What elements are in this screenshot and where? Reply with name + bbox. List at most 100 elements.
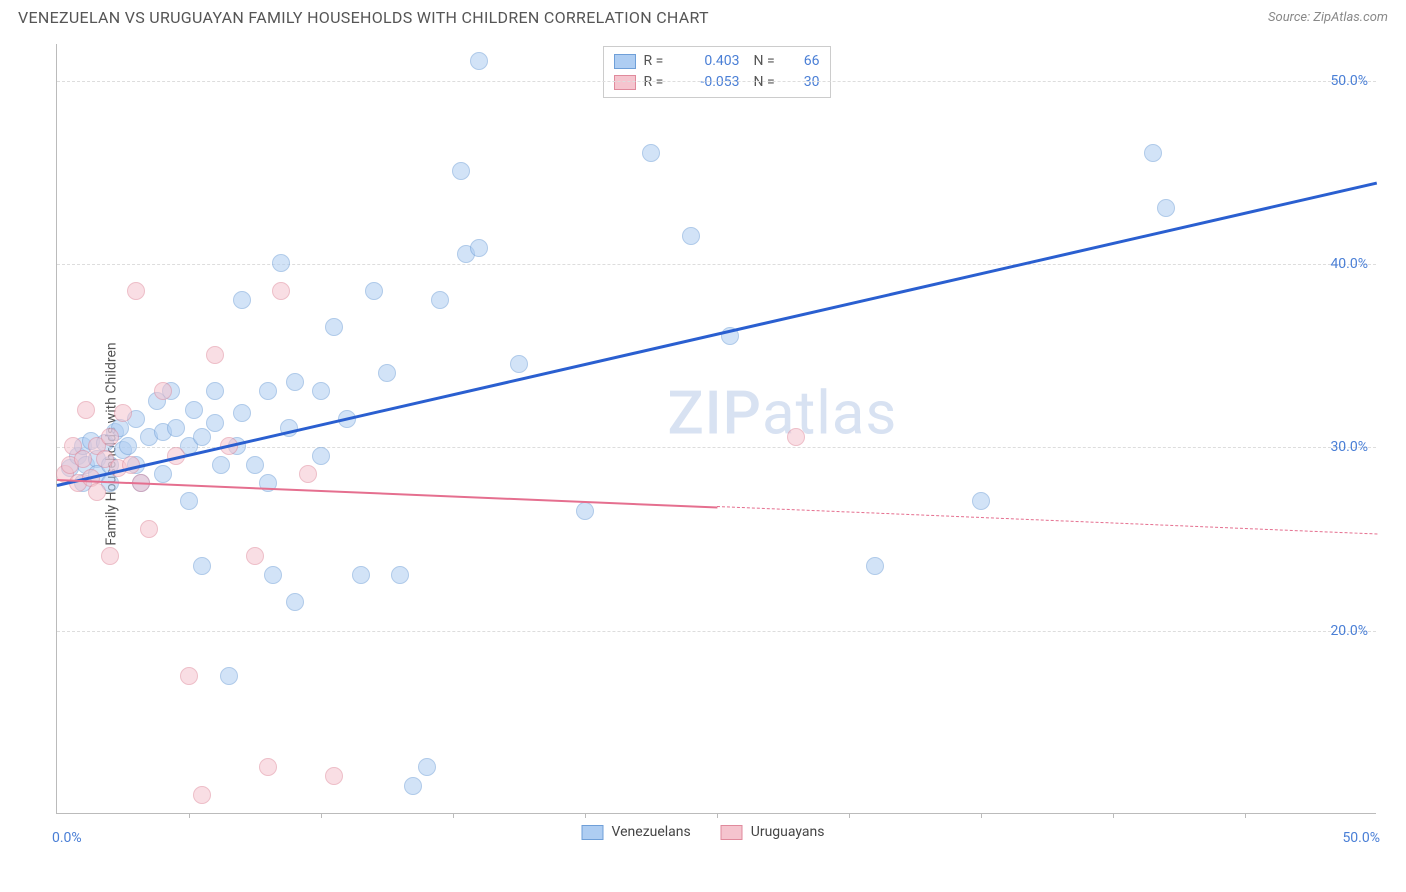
n-value: 30 <box>790 72 820 93</box>
data-point <box>470 52 488 70</box>
watermark: ZIPatlas <box>667 378 897 449</box>
x-tick-mark <box>981 813 982 818</box>
data-point <box>180 667 198 685</box>
x-tick-mark <box>585 813 586 818</box>
stats-row: R = -0.053 N = 30 <box>614 72 820 93</box>
chart-container: Family Households with Children ZIPatlas… <box>18 44 1388 844</box>
plot-area: ZIPatlas R = 0.403 N = 66 R = -0.053 N = 30 20.… <box>56 44 1376 814</box>
n-value: 66 <box>790 51 820 72</box>
data-point <box>286 593 304 611</box>
data-point <box>391 566 409 584</box>
x-tick-mark <box>717 813 718 818</box>
r-value: 0.403 <box>680 51 740 72</box>
source-attribution: Source: ZipAtlas.com <box>1268 10 1388 25</box>
trend-line <box>57 182 1378 487</box>
data-point <box>325 767 343 785</box>
data-point <box>119 437 137 455</box>
data-point <box>212 456 230 474</box>
trend-line <box>717 506 1377 534</box>
data-point <box>233 291 251 309</box>
data-point <box>404 777 422 795</box>
correlation-stats-legend: R = 0.403 N = 66 R = -0.053 N = 30 <box>603 46 831 98</box>
data-point <box>193 428 211 446</box>
x-tick-mark <box>1245 813 1246 818</box>
data-point <box>180 492 198 510</box>
data-point <box>418 758 436 776</box>
data-point <box>378 364 396 382</box>
data-point <box>642 144 660 162</box>
data-point <box>206 346 224 364</box>
data-point <box>972 492 990 510</box>
data-point <box>246 547 264 565</box>
data-point <box>193 557 211 575</box>
data-point <box>259 758 277 776</box>
stats-row: R = 0.403 N = 66 <box>614 51 820 72</box>
y-tick-label: 20.0% <box>1330 623 1368 639</box>
data-point <box>167 419 185 437</box>
data-point <box>325 318 343 336</box>
legend-item: Uruguayans <box>721 824 825 840</box>
data-point <box>233 404 251 422</box>
data-point <box>220 667 238 685</box>
series-swatch <box>614 75 636 90</box>
y-tick-label: 30.0% <box>1330 439 1368 455</box>
data-point <box>140 520 158 538</box>
x-axis-max-label: 50.0% <box>1342 830 1380 846</box>
series-swatch <box>614 54 636 69</box>
r-label: R = <box>644 72 672 93</box>
x-tick-mark <box>453 813 454 818</box>
gridline-h <box>57 81 1376 82</box>
data-point <box>1157 199 1175 217</box>
data-point <box>77 401 95 419</box>
series-legend: Venezuelans Uruguayans <box>582 824 825 840</box>
data-point <box>259 382 277 400</box>
data-point <box>88 483 106 501</box>
series-swatch <box>582 825 604 840</box>
data-point <box>452 162 470 180</box>
data-point <box>510 355 528 373</box>
data-point <box>352 566 370 584</box>
data-point <box>787 428 805 446</box>
data-point <box>193 786 211 804</box>
x-tick-mark <box>1113 813 1114 818</box>
gridline-h <box>57 447 1376 448</box>
data-point <box>576 502 594 520</box>
data-point <box>312 447 330 465</box>
gridline-h <box>57 631 1376 632</box>
x-tick-mark <box>321 813 322 818</box>
data-point <box>299 465 317 483</box>
data-point <box>206 414 224 432</box>
trend-line <box>57 479 717 508</box>
data-point <box>1144 144 1162 162</box>
data-point <box>264 566 282 584</box>
data-point <box>101 428 119 446</box>
x-tick-mark <box>849 813 850 818</box>
data-point <box>431 291 449 309</box>
data-point <box>154 382 172 400</box>
n-label: N = <box>754 72 782 93</box>
series-swatch <box>721 825 743 840</box>
data-point <box>185 401 203 419</box>
data-point <box>272 282 290 300</box>
data-point <box>127 282 145 300</box>
series-name: Uruguayans <box>751 824 825 840</box>
data-point <box>286 373 304 391</box>
y-tick-label: 50.0% <box>1330 73 1368 89</box>
data-point <box>101 547 119 565</box>
data-point <box>206 382 224 400</box>
data-point <box>154 465 172 483</box>
x-axis-min-label: 0.0% <box>52 830 82 846</box>
x-tick-mark <box>189 813 190 818</box>
r-label: R = <box>644 51 672 72</box>
data-point <box>470 239 488 257</box>
data-point <box>272 254 290 272</box>
data-point <box>365 282 383 300</box>
gridline-h <box>57 264 1376 265</box>
r-value: -0.053 <box>680 72 740 93</box>
legend-item: Venezuelans <box>582 824 691 840</box>
data-point <box>246 456 264 474</box>
data-point <box>312 382 330 400</box>
n-label: N = <box>754 51 782 72</box>
y-tick-label: 40.0% <box>1330 256 1368 272</box>
data-point <box>866 557 884 575</box>
